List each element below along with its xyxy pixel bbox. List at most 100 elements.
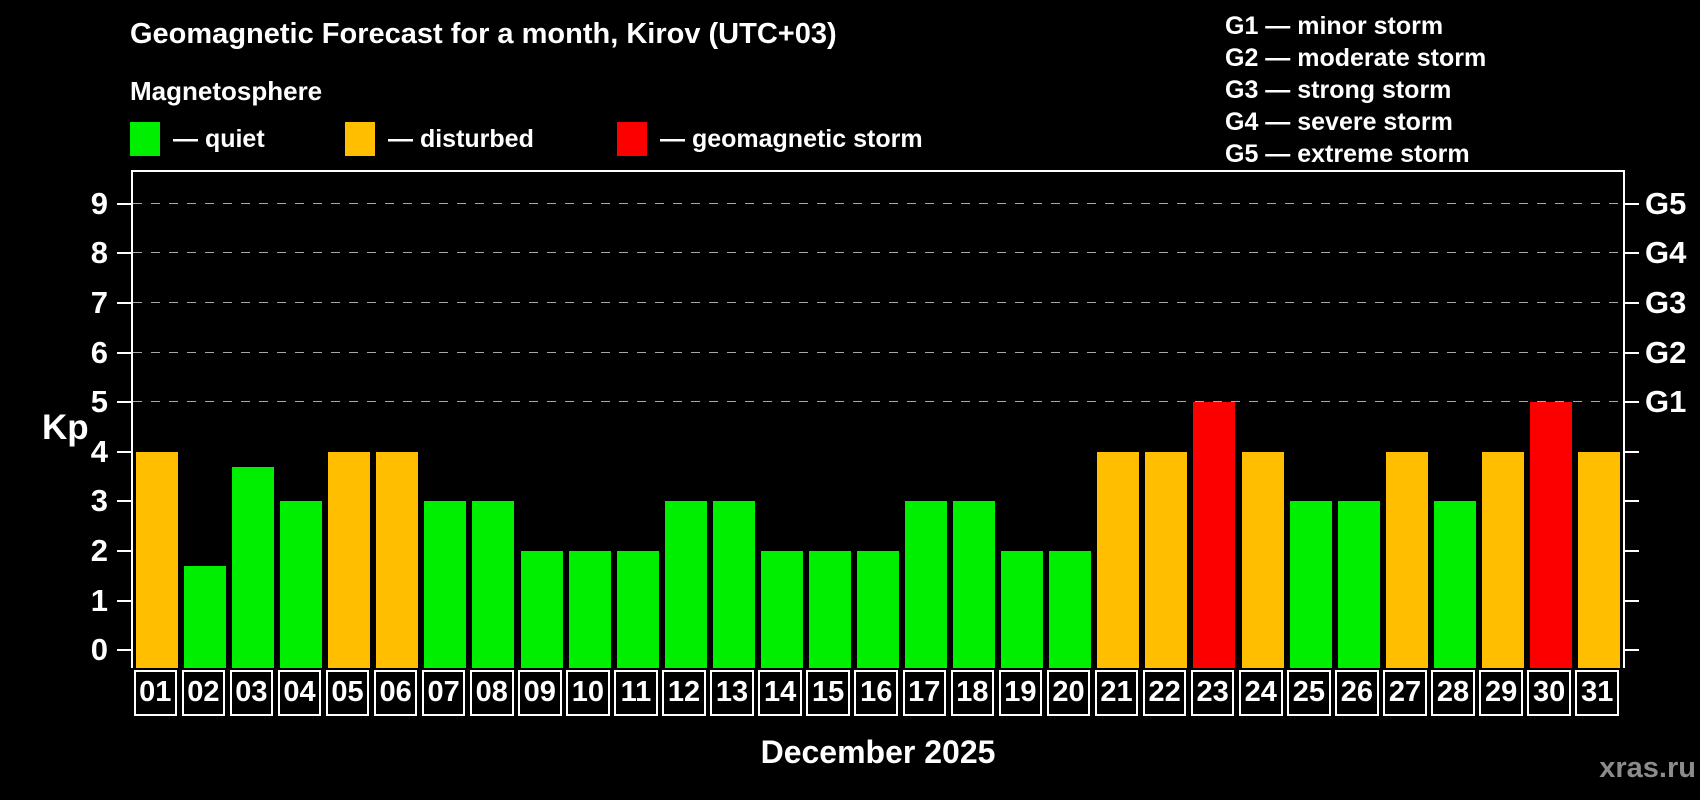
y-tick-label-7: 7 xyxy=(90,284,108,320)
day-label-26: 26 xyxy=(1335,670,1379,716)
day-label-05: 05 xyxy=(325,670,370,716)
left-axis-tick-6 xyxy=(117,351,131,354)
right-axis-tick-1 xyxy=(1625,599,1639,602)
bar-day-09 xyxy=(520,550,563,668)
bar-day-08 xyxy=(472,501,515,668)
storm-scale-legend: G1 — minor storm G2 — moderate storm G3 — … xyxy=(1225,10,1486,170)
day-label-25: 25 xyxy=(1287,670,1331,716)
day-label-01: 01 xyxy=(133,670,178,716)
left-axis-tick-3 xyxy=(117,500,131,503)
day-label-17: 17 xyxy=(902,670,947,716)
g-scale-label-G2: G2 xyxy=(1645,334,1687,370)
day-label-08: 08 xyxy=(469,670,514,716)
day-label-22: 22 xyxy=(1142,670,1187,716)
day-label-16: 16 xyxy=(854,670,899,716)
day-label-20: 20 xyxy=(1046,670,1091,716)
bar-day-26 xyxy=(1337,501,1380,668)
bar-day-19 xyxy=(1001,550,1044,668)
y-tick-label-1: 1 xyxy=(90,582,108,618)
right-axis-tick-0 xyxy=(1625,649,1639,652)
day-label-18: 18 xyxy=(950,670,995,716)
g-scale-label-G4: G4 xyxy=(1645,235,1687,271)
day-label-14: 14 xyxy=(758,670,802,716)
bar-day-14 xyxy=(760,550,803,668)
page-title: Geomagnetic Forecast for a month, Kirov … xyxy=(130,18,837,50)
day-label-10: 10 xyxy=(566,670,610,716)
right-axis-tick-8 xyxy=(1625,252,1639,255)
bar-day-16 xyxy=(857,550,899,668)
x-axis-day-labels: 01 02 03 04 05 06 07 08 09 10 11 12 13 14 15 16 17 18 19 20… xyxy=(131,670,1625,716)
day-label-06: 06 xyxy=(373,670,418,716)
quiet-color-swatch xyxy=(130,122,160,156)
g-scale-label-G3: G3 xyxy=(1645,284,1687,320)
right-axis-tick-6 xyxy=(1625,351,1639,354)
bar-day-06 xyxy=(376,451,419,668)
y-tick-label-4: 4 xyxy=(90,433,108,469)
left-axis-tick-4 xyxy=(117,450,131,453)
day-label-19: 19 xyxy=(998,670,1043,716)
plot-area xyxy=(131,170,1625,668)
day-label-21: 21 xyxy=(1094,670,1139,716)
bar-day-20 xyxy=(1049,550,1092,668)
left-axis-tick-5 xyxy=(117,401,131,404)
day-label-28: 28 xyxy=(1431,670,1475,716)
y-tick-label-6: 6 xyxy=(90,334,108,370)
right-axis-tick-3 xyxy=(1625,500,1639,503)
day-label-15: 15 xyxy=(806,670,850,716)
legend-item-disturbed: — disturbed xyxy=(345,121,534,157)
day-label-31: 31 xyxy=(1575,670,1619,716)
day-label-09: 09 xyxy=(518,670,562,716)
bar-day-29 xyxy=(1481,451,1524,668)
bar-day-22 xyxy=(1145,451,1188,668)
y-tick-label-8: 8 xyxy=(90,235,108,271)
y-tick-label-9: 9 xyxy=(90,185,108,221)
day-label-24: 24 xyxy=(1238,670,1283,716)
left-axis-tick-0 xyxy=(117,649,131,652)
day-label-11: 11 xyxy=(614,670,658,716)
gridline-kp7 xyxy=(133,301,1623,303)
bar-day-15 xyxy=(808,550,851,668)
gridline-kp5 xyxy=(133,401,1623,403)
day-label-29: 29 xyxy=(1479,670,1523,716)
day-label-04: 04 xyxy=(277,670,322,716)
watermark: xras.ru xyxy=(1599,752,1696,784)
legend-disturbed-label: — disturbed xyxy=(388,124,534,153)
storm-color-swatch xyxy=(617,122,647,156)
right-axis-tick-7 xyxy=(1625,301,1639,304)
bar-day-24 xyxy=(1241,451,1284,668)
right-axis-tick-9 xyxy=(1625,202,1639,205)
gridline-kp8 xyxy=(133,252,1623,254)
storm-scale-legend-line-5: G5 — extreme storm xyxy=(1225,140,1470,168)
bar-day-04 xyxy=(280,501,323,668)
bar-day-07 xyxy=(424,501,467,668)
right-axis-tick-2 xyxy=(1625,549,1639,552)
g-scale-label-G1: G1 xyxy=(1645,384,1687,420)
bar-day-10 xyxy=(568,550,611,668)
legend-item-storm: — geomagnetic storm xyxy=(617,121,923,157)
left-axis-tick-7 xyxy=(117,301,131,304)
y-tick-label-5: 5 xyxy=(90,384,108,420)
right-axis-tick-5 xyxy=(1625,401,1639,404)
bar-day-03 xyxy=(232,466,275,668)
y-tick-label-0: 0 xyxy=(90,632,108,668)
left-axis-tick-1 xyxy=(117,599,131,602)
day-label-02: 02 xyxy=(181,670,226,716)
gridline-kp6 xyxy=(133,351,1623,353)
bar-day-11 xyxy=(616,550,659,668)
legend-storm-label: — geomagnetic storm xyxy=(660,124,923,153)
g-scale-label-G5: G5 xyxy=(1645,185,1687,221)
chart-subtitle: Magnetosphere xyxy=(130,76,323,106)
y-axis-title: Kp xyxy=(42,408,89,447)
legend-item-quiet: — quiet xyxy=(130,121,265,157)
storm-scale-legend-line-2: G2 — moderate storm xyxy=(1225,44,1487,72)
bar-day-17 xyxy=(905,501,948,668)
y-tick-label-3: 3 xyxy=(90,483,108,519)
storm-scale-legend-line-3: G3 — strong storm xyxy=(1225,76,1452,104)
day-label-03: 03 xyxy=(229,670,274,716)
bar-day-28 xyxy=(1433,501,1476,668)
day-label-27: 27 xyxy=(1383,670,1427,716)
disturbed-color-swatch xyxy=(345,122,375,156)
left-axis-tick-8 xyxy=(117,252,131,255)
bar-day-31 xyxy=(1577,451,1620,668)
bar-day-18 xyxy=(953,501,996,668)
